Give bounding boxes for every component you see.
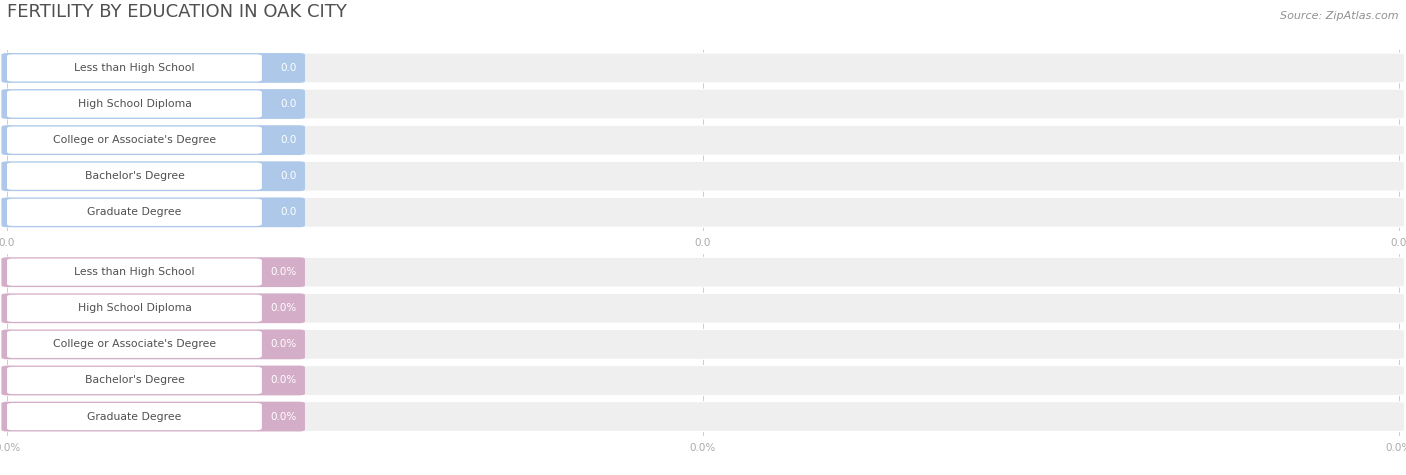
FancyBboxPatch shape [7,294,262,322]
Text: Bachelor's Degree: Bachelor's Degree [84,171,184,181]
Text: Less than High School: Less than High School [75,63,194,73]
FancyBboxPatch shape [1,294,1405,323]
Text: 0.0%: 0.0% [270,411,297,422]
Text: 0.0%: 0.0% [0,443,20,453]
FancyBboxPatch shape [7,258,262,286]
FancyBboxPatch shape [1,257,1405,287]
Text: 0.0: 0.0 [280,171,297,181]
Text: Less than High School: Less than High School [75,267,194,277]
FancyBboxPatch shape [1,125,305,155]
FancyBboxPatch shape [1,402,1405,431]
Text: High School Diploma: High School Diploma [77,99,191,109]
Text: Source: ZipAtlas.com: Source: ZipAtlas.com [1281,11,1399,21]
Text: College or Associate's Degree: College or Associate's Degree [53,339,217,350]
FancyBboxPatch shape [1,198,305,227]
Text: 0.0%: 0.0% [270,339,297,350]
Text: 0.0%: 0.0% [270,267,297,277]
FancyBboxPatch shape [7,331,262,358]
Text: 0.0%: 0.0% [1386,443,1406,453]
FancyBboxPatch shape [1,53,1405,83]
Text: Graduate Degree: Graduate Degree [87,411,181,422]
Text: FERTILITY BY EDUCATION IN OAK CITY: FERTILITY BY EDUCATION IN OAK CITY [7,3,347,21]
Text: 0.0: 0.0 [280,99,297,109]
FancyBboxPatch shape [7,126,262,154]
FancyBboxPatch shape [1,366,305,395]
FancyBboxPatch shape [1,294,305,323]
FancyBboxPatch shape [1,366,1405,395]
FancyBboxPatch shape [1,330,1405,359]
FancyBboxPatch shape [1,162,1405,191]
FancyBboxPatch shape [7,162,262,190]
FancyBboxPatch shape [1,162,305,191]
Text: Bachelor's Degree: Bachelor's Degree [84,375,184,386]
FancyBboxPatch shape [7,199,262,226]
Text: 0.0: 0.0 [1391,238,1406,247]
FancyBboxPatch shape [7,367,262,394]
FancyBboxPatch shape [1,257,305,287]
FancyBboxPatch shape [7,54,262,82]
Text: College or Associate's Degree: College or Associate's Degree [53,135,217,145]
FancyBboxPatch shape [1,330,305,359]
Text: 0.0: 0.0 [695,238,711,247]
FancyBboxPatch shape [1,402,305,431]
FancyBboxPatch shape [1,125,1405,155]
FancyBboxPatch shape [1,89,1405,119]
Text: Graduate Degree: Graduate Degree [87,207,181,218]
FancyBboxPatch shape [1,53,305,83]
FancyBboxPatch shape [1,198,1405,227]
FancyBboxPatch shape [7,90,262,118]
Text: 0.0%: 0.0% [690,443,716,453]
Text: 0.0%: 0.0% [270,375,297,386]
Text: 0.0%: 0.0% [270,303,297,314]
FancyBboxPatch shape [7,403,262,430]
Text: 0.0: 0.0 [280,63,297,73]
FancyBboxPatch shape [1,89,305,119]
Text: 0.0: 0.0 [280,135,297,145]
Text: High School Diploma: High School Diploma [77,303,191,314]
Text: 0.0: 0.0 [280,207,297,218]
Text: 0.0: 0.0 [0,238,15,247]
